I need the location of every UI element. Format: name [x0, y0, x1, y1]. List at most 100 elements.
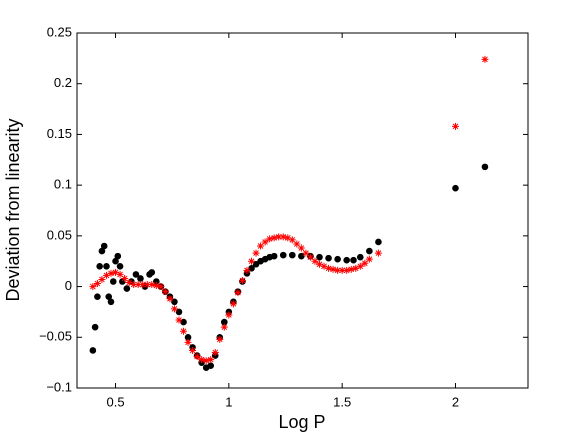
x-tick-label: 1.5: [333, 394, 351, 409]
data-point: [130, 281, 138, 289]
y-tick-label: −0.05: [39, 329, 72, 344]
data-point: [343, 256, 350, 264]
data-point: [121, 274, 129, 282]
data-point: [320, 262, 328, 270]
data-point: [297, 244, 305, 252]
data-point: [139, 281, 147, 289]
data-point: [356, 262, 364, 270]
data-point: [243, 266, 251, 274]
y-axis-title: Deviation from linearity: [3, 118, 23, 301]
data-point: [229, 300, 237, 308]
y-tick-label: 0: [65, 278, 72, 293]
data-point: [311, 257, 319, 265]
data-point: [153, 278, 160, 285]
data-point: [114, 252, 122, 260]
data-point: [207, 362, 215, 369]
data-point: [315, 260, 323, 268]
data-point: [89, 283, 97, 291]
data-point: [275, 233, 283, 241]
data-point: [306, 253, 314, 261]
data-point: [91, 323, 99, 331]
data-point: [100, 242, 108, 250]
data-point: [298, 252, 305, 260]
data-point: [112, 268, 120, 276]
data-point: [270, 252, 278, 260]
data-point: [343, 266, 351, 274]
data-point: [148, 269, 156, 276]
data-point: [170, 305, 178, 313]
data-point: [366, 247, 373, 255]
data-point: [261, 238, 269, 246]
data-point: [103, 262, 110, 270]
data-point: [266, 235, 274, 243]
data-point: [98, 247, 106, 255]
data-point: [316, 253, 323, 261]
y-tick-label: 0.05: [47, 227, 72, 242]
data-point: [293, 240, 301, 248]
data-point: [302, 249, 310, 257]
data-point: [216, 335, 224, 343]
data-point: [221, 318, 228, 326]
x-tick-label: 2: [452, 394, 459, 409]
data-point: [452, 184, 459, 192]
data-point: [225, 311, 233, 319]
data-point: [257, 242, 265, 250]
data-point: [347, 265, 355, 273]
data-point: [350, 256, 357, 264]
data-point: [481, 163, 489, 171]
x-tick-label: 1: [225, 394, 232, 409]
data-point: [94, 293, 101, 301]
y-tick-label: 0.2: [54, 75, 72, 90]
data-point: [234, 289, 242, 297]
data-point: [184, 338, 192, 346]
data-point: [211, 349, 219, 356]
data-point: [365, 255, 373, 263]
data-point: [105, 293, 113, 301]
data-point: [279, 233, 287, 241]
data-point: [137, 275, 144, 282]
data-point: [119, 278, 126, 285]
data-point: [198, 356, 206, 364]
data-point: [152, 282, 160, 290]
data-point: [238, 276, 246, 284]
data-point: [102, 271, 110, 279]
data-point: [270, 234, 278, 242]
x-axis-title: Log P: [278, 412, 325, 432]
data-point: [334, 255, 341, 263]
data-point: [334, 266, 342, 274]
data-point: [116, 262, 124, 270]
data-point: [125, 279, 133, 287]
data-point: [148, 281, 156, 289]
data-point: [481, 55, 489, 63]
data-point: [288, 236, 296, 244]
data-point: [375, 238, 382, 246]
data-point: [107, 269, 115, 277]
data-point: [279, 251, 287, 259]
data-point: [184, 333, 192, 341]
data-point: [109, 278, 117, 285]
data-point: [325, 254, 332, 262]
data-point: [116, 270, 124, 278]
data-point: [89, 347, 97, 354]
data-point: [93, 280, 101, 288]
data-point: [96, 262, 103, 270]
data-point: [134, 281, 142, 289]
data-point: [171, 298, 178, 306]
data-point: [112, 257, 119, 265]
data-point: [166, 295, 174, 303]
data-point: [189, 346, 197, 354]
data-point: [193, 353, 201, 361]
data-point: [220, 323, 228, 331]
data-point: [161, 288, 169, 296]
data-point: [451, 122, 459, 130]
data-point: [98, 275, 106, 283]
data-point: [248, 257, 256, 265]
data-point: [175, 308, 183, 316]
data-point: [252, 249, 260, 257]
plot-frame: [76, 32, 529, 389]
data-point: [107, 298, 115, 306]
data-point: [207, 356, 215, 364]
data-point: [325, 264, 333, 272]
y-tick-label: −0.1: [46, 379, 72, 394]
